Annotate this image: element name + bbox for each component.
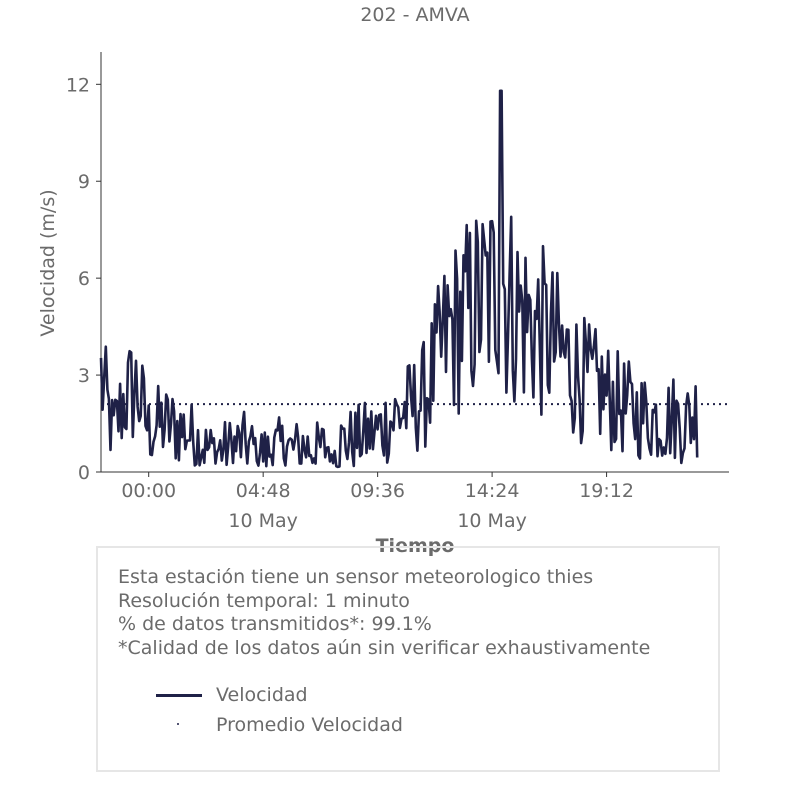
x-tick-label-0: 00:00	[121, 480, 176, 502]
legend-swatch-velocidad	[156, 693, 202, 697]
y-tick-label-9: 9	[78, 171, 90, 193]
y-axis-label: Velocidad (m/s)	[37, 189, 59, 336]
x-tick-label-4: 19:12	[579, 480, 634, 502]
x-tick-sublabel-3: 10 May	[457, 510, 527, 532]
chart-title: 202 - AMVA	[360, 4, 469, 26]
x-tick-label-2: 09:36	[350, 480, 405, 502]
chart-legend: Velocidad Promedio Velocidad	[156, 680, 403, 740]
y-tick-label-12: 12	[66, 74, 90, 96]
y-tick-label-6: 6	[78, 268, 90, 290]
x-tick-sublabel-1: 10 May	[228, 510, 298, 532]
info-line-transmitted: % de datos transmitidos*: 99.1%	[118, 613, 432, 635]
series-velocidad-line	[99, 89, 699, 469]
y-tick-label-0: 0	[78, 462, 90, 484]
legend-swatch-promedio	[156, 723, 202, 726]
legend-label-promedio: Promedio Velocidad	[216, 714, 403, 736]
y-tick-label-3: 3	[78, 365, 90, 387]
legend-item-promedio: Promedio Velocidad	[156, 710, 403, 740]
info-line-sensor: Esta estación tiene un sensor meteorolog…	[118, 566, 594, 588]
info-lines: Esta estación tiene un sensor meteorolog…	[118, 566, 650, 660]
plot-area: 0 3 6 9 12 00:00 04:48 10 May 09:36 14:24 10 May 19…	[66, 52, 729, 532]
legend-item-velocidad: Velocidad	[156, 680, 403, 710]
info-line-quality: *Calidad de los datos aún sin verificar …	[118, 636, 651, 659]
x-tick-label-1: 04:48	[236, 480, 291, 502]
x-tick-label-3: 14:24	[465, 480, 520, 502]
info-panel: Esta estación tiene un sensor meteorolog…	[96, 546, 720, 772]
legend-label-velocidad: Velocidad	[216, 684, 308, 706]
info-line-resolution: Resolución temporal: 1 minuto	[118, 589, 410, 612]
